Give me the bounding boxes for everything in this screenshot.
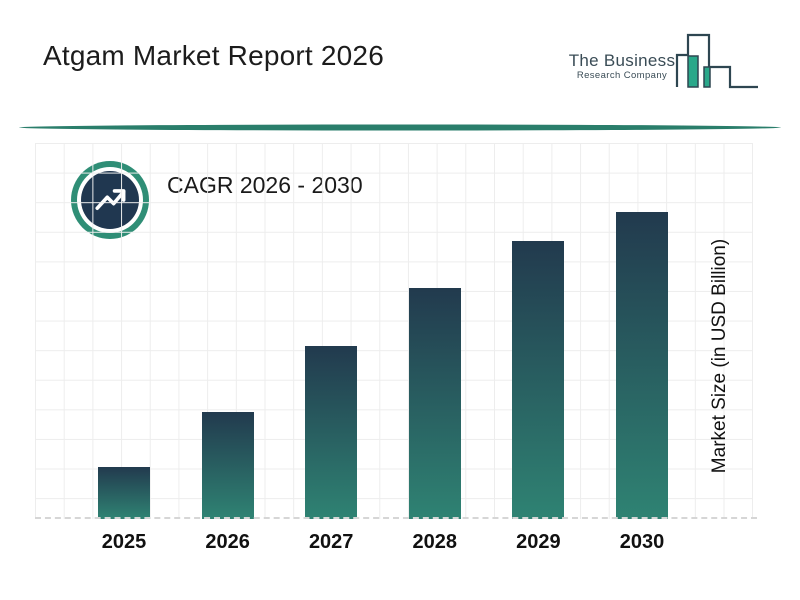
- bar-2030: [616, 212, 668, 519]
- x-tick-label-2025: 2025: [101, 531, 147, 553]
- bar-2027: [305, 346, 358, 519]
- logo-subname: Research Company: [576, 70, 668, 81]
- x-axis-baseline: [35, 517, 757, 519]
- bar-2025: [98, 467, 150, 519]
- bar-chart-logo-icon: [675, 33, 758, 89]
- x-tick-label-2027: 2027: [308, 531, 354, 553]
- x-tick-label-2028: 2028: [412, 531, 458, 553]
- x-tick-label-2026: 2026: [205, 531, 250, 553]
- divider-line: [19, 124, 781, 131]
- plot-area: [35, 143, 753, 519]
- y-axis-title: Market Size (in USD Billion): [709, 238, 730, 474]
- bar-2028: [408, 288, 461, 519]
- bar-2026: [201, 412, 254, 519]
- x-tick-label-2030: 2030: [619, 531, 665, 553]
- company-logo: The Business Research Company: [568, 30, 768, 96]
- page-title: Atgam Market Report 2026: [43, 40, 384, 71]
- x-tick-label-2029: 2029: [516, 531, 561, 553]
- bar-2029: [512, 241, 565, 519]
- logo-name: The Business: [568, 51, 676, 70]
- company-logo-text: The Business Research Company: [568, 51, 676, 82]
